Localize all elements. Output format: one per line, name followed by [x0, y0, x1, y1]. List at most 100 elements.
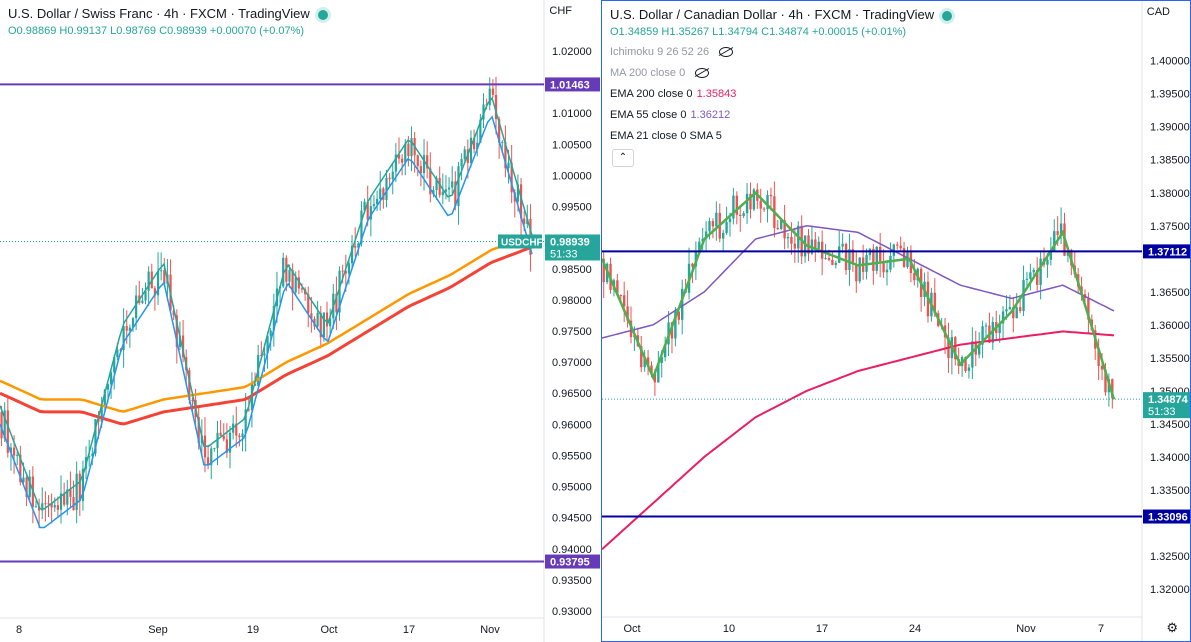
candle-body	[1087, 298, 1090, 320]
candle-body	[803, 235, 807, 257]
candle-body	[69, 489, 72, 497]
indicator-ichimoku[interactable]: Ichimoku 9 26 52 26	[610, 46, 734, 58]
candle-body	[1053, 231, 1056, 252]
candle-body	[1039, 258, 1042, 285]
price-tick-label: 0.98500	[552, 264, 592, 276]
candle-body	[463, 149, 466, 159]
candle-body	[28, 476, 31, 498]
candle-body	[704, 231, 708, 239]
candle-body	[66, 489, 69, 505]
candle-body	[681, 288, 684, 320]
settings-gear-icon[interactable]: ⚙	[1166, 620, 1178, 635]
resistance-level-tag-label: 1.01463	[550, 79, 590, 91]
candle-body	[1032, 269, 1035, 273]
candle-body	[473, 137, 476, 150]
indicator-ema200[interactable]: EMA 200 close 0 1.35843	[610, 88, 736, 100]
candle-body	[144, 290, 147, 301]
candle-body	[1056, 231, 1059, 235]
candle-body	[210, 448, 213, 466]
candle-body	[913, 273, 916, 281]
candle-body	[498, 119, 501, 143]
price-tick-label: 1.02000	[552, 46, 592, 58]
candle-body	[967, 367, 971, 371]
usdcad-chart-pane[interactable]: 1.40000 1.39500 1.39000 1.38500 1.38000 1.375…	[601, 0, 1191, 642]
candle-body	[41, 503, 44, 511]
usdcad-chart-canvas[interactable]: 1.40000 1.39500 1.39000 1.38500 1.38000 1.375…	[602, 1, 1190, 641]
candle-body	[749, 193, 752, 210]
candle-body	[282, 257, 285, 287]
ema21-sma5-line	[602, 191, 1116, 400]
candle-body	[817, 241, 820, 249]
price-tick-label: 0.94000	[552, 544, 592, 556]
indicator-ema55[interactable]: EMA 55 close 0 1.36212	[610, 109, 730, 121]
price-tick-label: 1.34500	[1150, 419, 1190, 431]
candle-body	[354, 245, 357, 248]
candle-body	[357, 243, 360, 248]
candle-body	[1059, 223, 1063, 235]
candle-body	[1049, 251, 1053, 260]
usdchf-change: +0.00070 (+0.07%)	[209, 25, 305, 37]
candle-body	[447, 187, 451, 190]
candle-body	[793, 243, 797, 249]
usdcad-currency-label[interactable]: CAD	[1146, 6, 1170, 18]
last-price-tag-value: 1.34874	[1148, 394, 1189, 406]
candle-body	[75, 473, 78, 511]
candle-body	[72, 496, 75, 511]
usdchf-currency-label[interactable]: CHF	[549, 5, 572, 17]
candle-body	[244, 409, 247, 434]
candle-body	[479, 119, 482, 143]
candle-body	[235, 423, 238, 436]
candle-body	[663, 344, 667, 358]
candle-body	[188, 370, 191, 400]
candle-body	[19, 454, 22, 483]
candle-body	[44, 503, 47, 505]
candle-body	[94, 419, 97, 454]
price-tick-label: 1.38500	[1150, 155, 1190, 167]
price-tick-label: 1.38000	[1150, 188, 1190, 200]
usdcad-title-text: U.S. Dollar / Canadian Dollar · 4h · FXC…	[610, 7, 935, 22]
candle-body	[451, 181, 454, 188]
candle-body	[657, 363, 660, 383]
candle-body	[899, 245, 902, 249]
candle-body	[241, 433, 244, 438]
candle-body	[619, 295, 622, 297]
candle-body	[422, 155, 426, 173]
candle-body	[429, 168, 432, 195]
candle-body	[981, 326, 984, 345]
usdchf-chart-canvas[interactable]: 1.02000 1.01000 1.00500 1.00000 0.99500 0.985…	[0, 0, 600, 642]
candle-body	[338, 270, 341, 313]
usdchf-chart-pane[interactable]: 1.02000 1.01000 1.00500 1.00000 0.99500 0.985…	[0, 0, 600, 642]
candle-body	[47, 503, 50, 505]
time-tick-label: Oct	[320, 624, 337, 636]
candle-body	[297, 277, 300, 289]
symbol-tag-bg	[498, 234, 542, 249]
candle-body	[998, 323, 1001, 334]
collapse-indicators-button[interactable]: ⌃	[612, 149, 634, 167]
ema-orange-line	[0, 233, 533, 413]
candle-body	[291, 270, 294, 293]
candle-body	[225, 439, 228, 453]
price-tick-label: 1.32000	[1150, 584, 1190, 596]
candle-body	[954, 337, 957, 360]
indicator-ema21[interactable]: EMA 21 close 0 SMA 5	[610, 130, 722, 142]
time-tick-label: 17	[816, 623, 828, 635]
live-status-icon	[942, 10, 953, 21]
candle-body	[878, 246, 882, 262]
candle-body	[344, 270, 347, 274]
candle-body	[971, 341, 974, 368]
candle-body	[322, 312, 325, 338]
time-tick-label: Oct	[623, 623, 640, 635]
candle-body	[419, 166, 423, 173]
candle-body	[650, 365, 653, 374]
price-tick-label: 1.00500	[552, 139, 592, 151]
candle-body	[1005, 309, 1008, 312]
indicator-ma200[interactable]: MA 200 close 0	[610, 67, 710, 79]
eye-slash-icon[interactable]	[695, 68, 710, 79]
candle-body	[807, 235, 810, 254]
candle-body	[397, 154, 401, 159]
candle-body	[501, 142, 504, 144]
eye-slash-icon[interactable]	[719, 47, 734, 58]
candle-body	[602, 258, 605, 283]
candle-body	[181, 335, 185, 358]
candle-body	[711, 221, 715, 227]
